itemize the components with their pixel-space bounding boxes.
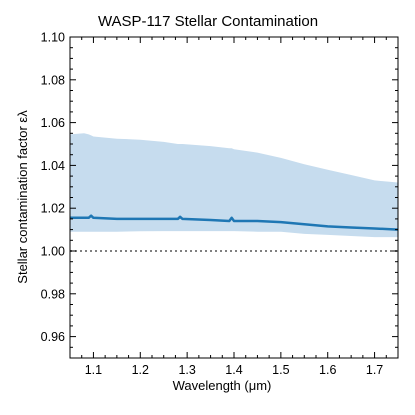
x-tick-label: 1.1 bbox=[85, 363, 102, 377]
y-tick-label: 1.02 bbox=[41, 202, 65, 216]
y-tick-label: 1.10 bbox=[41, 31, 65, 45]
y-tick-label: 0.98 bbox=[41, 287, 65, 301]
x-tick-label: 1.4 bbox=[225, 363, 242, 377]
x-tick-label: 1.3 bbox=[178, 363, 195, 377]
y-tick-label: 0.96 bbox=[41, 330, 65, 344]
y-tick-label: 1.00 bbox=[41, 245, 65, 259]
x-tick-label: 1.2 bbox=[132, 363, 149, 377]
contamination-line bbox=[70, 214, 399, 231]
x-tick-label: 1.6 bbox=[319, 363, 336, 377]
x-axis-label: Wavelength (μm) bbox=[173, 378, 272, 393]
y-tick-label: 1.04 bbox=[41, 159, 65, 173]
y-axis-label: Stellar contamination factor ελ bbox=[15, 110, 30, 284]
x-tick-label: 1.7 bbox=[366, 363, 383, 377]
uncertainty-band bbox=[70, 133, 398, 238]
chart-title: WASP-117 Stellar Contamination bbox=[98, 13, 318, 30]
y-tick-label: 1.06 bbox=[41, 116, 65, 130]
x-tick-label: 1.5 bbox=[272, 363, 289, 377]
y-tick-label: 1.08 bbox=[41, 73, 65, 87]
